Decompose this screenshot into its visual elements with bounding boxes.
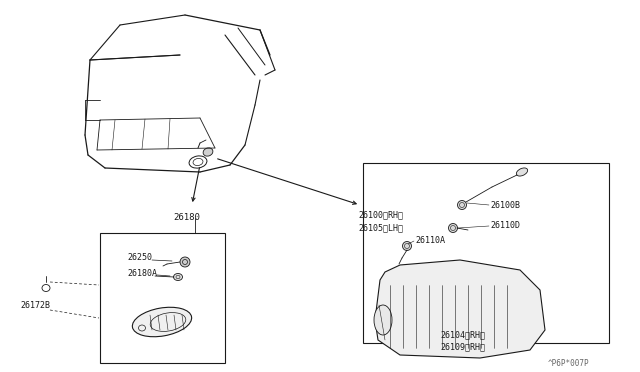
Ellipse shape [180, 257, 190, 267]
Text: 26105〈LH〉: 26105〈LH〉 [358, 224, 403, 232]
Ellipse shape [449, 224, 458, 232]
Ellipse shape [203, 148, 213, 156]
Text: 26172B: 26172B [20, 301, 50, 310]
Ellipse shape [374, 305, 392, 335]
Ellipse shape [132, 307, 191, 337]
Text: 26110A: 26110A [415, 235, 445, 244]
Text: 26100〈RH〉: 26100〈RH〉 [358, 211, 403, 219]
Ellipse shape [173, 273, 182, 280]
Text: 26104〈RH〉: 26104〈RH〉 [440, 330, 485, 340]
Text: 26180: 26180 [173, 212, 200, 221]
Bar [363, 163, 609, 343]
Ellipse shape [458, 201, 467, 209]
Ellipse shape [516, 168, 527, 176]
Text: 26250: 26250 [127, 253, 152, 262]
Bar [100, 233, 225, 363]
Text: ^P6P*007P: ^P6P*007P [548, 359, 589, 368]
Polygon shape [375, 260, 545, 358]
Text: 26100B: 26100B [490, 201, 520, 209]
Text: 26109〈RH〉: 26109〈RH〉 [440, 343, 485, 352]
Text: 26180A: 26180A [127, 269, 157, 278]
Ellipse shape [403, 241, 412, 250]
Text: 26110D: 26110D [490, 221, 520, 230]
